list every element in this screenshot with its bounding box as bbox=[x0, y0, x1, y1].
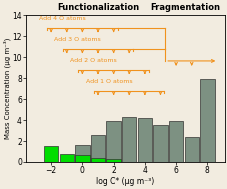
Bar bbox=[199, 79, 214, 162]
Text: Add 3 O atoms: Add 3 O atoms bbox=[54, 37, 101, 42]
Y-axis label: Mass Concentration (μg m⁻³): Mass Concentration (μg m⁻³) bbox=[3, 38, 11, 139]
Bar bbox=[184, 137, 198, 162]
Bar bbox=[106, 121, 120, 162]
Bar bbox=[137, 118, 151, 162]
Bar bbox=[90, 158, 105, 162]
Bar bbox=[121, 117, 136, 162]
Bar bbox=[153, 125, 167, 162]
X-axis label: log C* (μg m⁻³): log C* (μg m⁻³) bbox=[96, 177, 154, 186]
Text: Add 2 O atoms: Add 2 O atoms bbox=[70, 58, 116, 63]
Bar bbox=[75, 145, 89, 162]
Bar bbox=[44, 146, 58, 162]
Bar bbox=[106, 159, 120, 162]
Bar bbox=[75, 155, 89, 162]
Bar bbox=[90, 135, 105, 162]
Text: Add 4 O atoms: Add 4 O atoms bbox=[39, 16, 85, 21]
Bar bbox=[59, 154, 74, 162]
Text: Add 1 O atoms: Add 1 O atoms bbox=[85, 79, 132, 84]
Text: Functionalization: Functionalization bbox=[57, 3, 139, 12]
Bar bbox=[168, 121, 183, 162]
Text: Fragmentation: Fragmentation bbox=[149, 3, 219, 12]
